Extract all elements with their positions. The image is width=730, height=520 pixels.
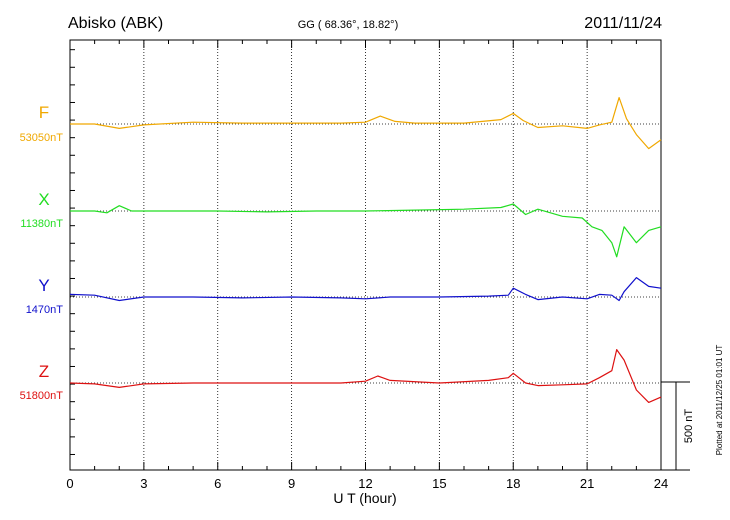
series-labels: F 53050nT X 11380nT Y 1470nT Z 51800nT <box>20 103 64 402</box>
plot-frame <box>69 39 662 471</box>
series-line-z <box>69 349 662 403</box>
x-tick-label: 18 <box>506 476 520 491</box>
series-line-y <box>69 277 662 302</box>
series-name-x: X <box>38 190 49 209</box>
station-title: Abisko (ABK) <box>68 15 163 32</box>
x-tick-label: 24 <box>654 476 668 491</box>
x-tick-label: 21 <box>580 476 594 491</box>
series-line-x <box>70 203 662 258</box>
x-tick-label: 12 <box>358 476 372 491</box>
x-axis-title: U T (hour) <box>333 490 396 506</box>
series-name-f: F <box>39 103 49 122</box>
x-tick-label: 6 <box>214 476 221 491</box>
series-baseline-x: 11380nT <box>20 218 63 230</box>
grid-layer <box>70 40 661 470</box>
series-layer <box>69 96 662 403</box>
series-name-y: Y <box>38 276 49 295</box>
x-tick-label: 0 <box>66 476 73 491</box>
coordinates-label: GG ( 68.36°, 18.82°) <box>298 19 399 31</box>
x-axis: 0 3 6 9 12 15 18 21 24 <box>66 40 668 491</box>
scale-bar-label: 500 nT <box>683 409 695 444</box>
date-label: 2011/11/24 <box>584 15 662 32</box>
series-baseline-f: 53050nT <box>20 132 64 144</box>
series-baseline-y: 1470nT <box>26 304 64 316</box>
series-name-z: Z <box>39 362 49 381</box>
x-tick-label: 3 <box>140 476 147 491</box>
x-tick-label: 15 <box>432 476 446 491</box>
scale-bar: 500 nT <box>661 381 695 471</box>
left-ticks <box>70 49 75 455</box>
x-tick-label: 9 <box>288 476 295 491</box>
plotted-at-label: Plotted at 2011/12/25 01:01 UT <box>715 345 724 456</box>
series-line-f <box>70 96 662 150</box>
series-baseline-z: 51800nT <box>20 390 64 402</box>
